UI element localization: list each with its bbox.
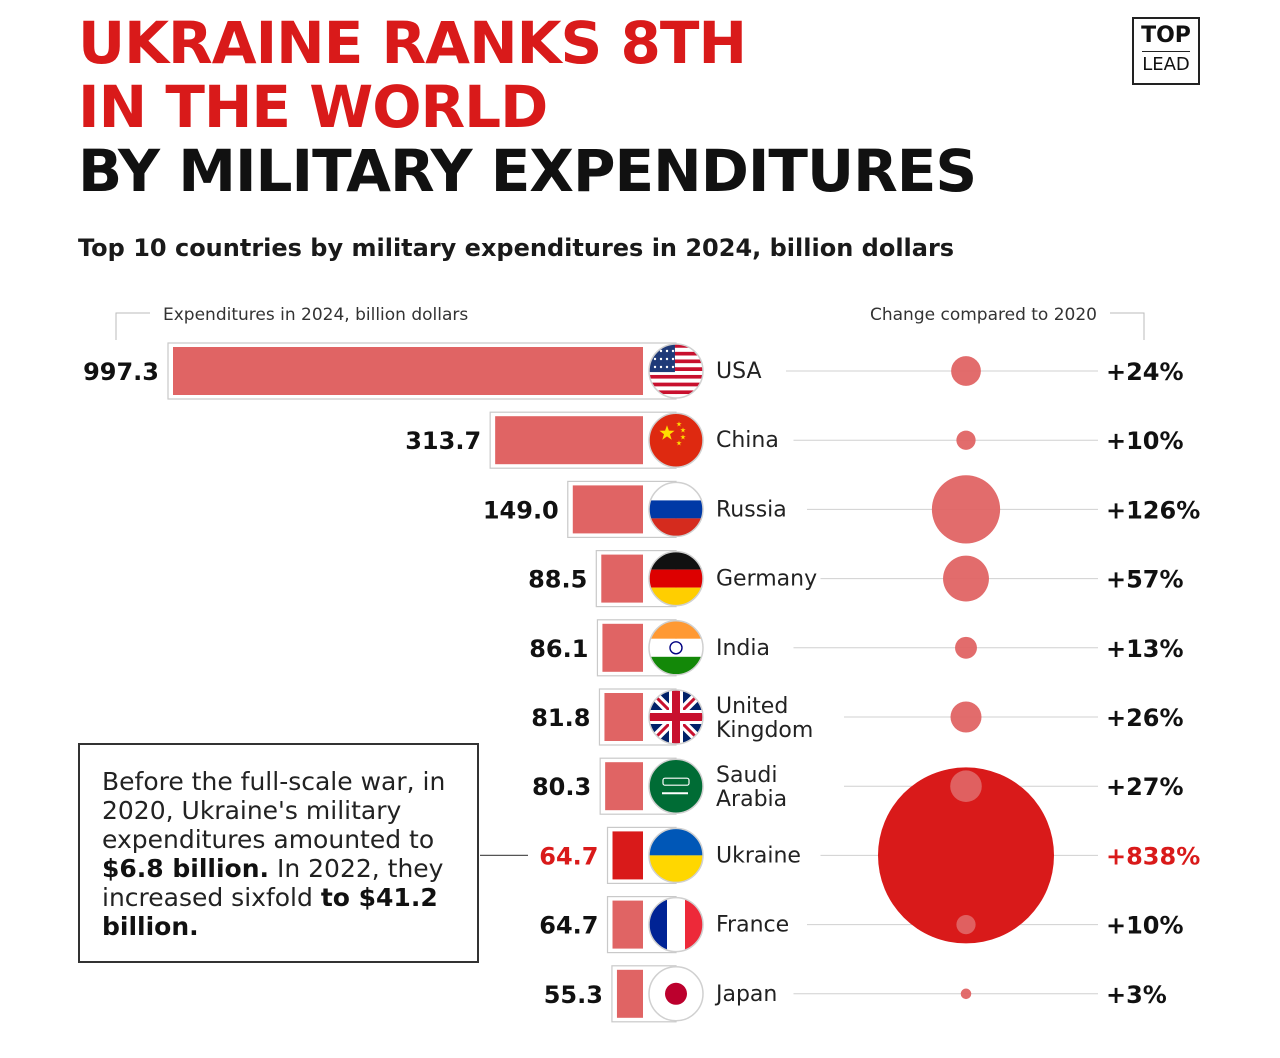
value-label: 80.3 (532, 773, 591, 801)
change-label: +26% (1106, 704, 1184, 732)
change-label: +3% (1106, 981, 1167, 1009)
country-label: USA (716, 359, 762, 384)
change-bubble (951, 356, 981, 386)
logo-top-text: TOP (1141, 23, 1191, 48)
change-label: +57% (1106, 566, 1184, 594)
value-label: 64.7 (539, 842, 598, 870)
country-label: Japan (714, 982, 777, 1007)
japan-flag-icon (648, 966, 704, 1022)
india-flag-icon (648, 620, 704, 676)
country-label: India (716, 636, 770, 661)
top-lead-logo: TOP LEAD (1132, 17, 1200, 85)
change-bubble (955, 636, 977, 659)
change-bubble (950, 701, 982, 733)
value-label: 81.8 (531, 704, 590, 732)
us-flag-icon (648, 343, 704, 399)
bar-japan (616, 969, 643, 1018)
callout-text-2: In 2022, they increased sixfold (102, 854, 444, 912)
left-header-bracket (115, 312, 150, 340)
left-column-header: Expenditures in 2024, billion dollars (163, 305, 468, 325)
right-header-bracket (1110, 312, 1145, 340)
germany-flag-icon (648, 550, 704, 607)
title-line-3: BY MILITARY EXPENDITURES (78, 137, 977, 205)
change-label: +27% (1106, 773, 1184, 801)
callout-bold-2: to $41.2 billion. (102, 883, 438, 941)
country-label: United Kingdom (716, 694, 813, 743)
bar-russia (572, 485, 643, 534)
logo-divider (1142, 51, 1190, 52)
value-label: 88.5 (528, 566, 587, 594)
bar-china (495, 416, 643, 465)
change-bubble (956, 914, 976, 935)
country-label: Germany (716, 567, 817, 592)
change-bubble (960, 988, 972, 1000)
france-flag-icon (648, 896, 704, 953)
value-label: 55.3 (544, 981, 603, 1009)
ukraine-callout-box: Before the full-scale war, in 2020, Ukra… (78, 743, 479, 963)
country-label: Russia (716, 497, 787, 522)
change-bubble (878, 767, 1054, 944)
change-bubble (956, 430, 976, 450)
callout-bold-1: $6.8 billion. (102, 854, 270, 883)
value-label: 64.7 (539, 912, 598, 940)
change-bubble (931, 475, 1001, 544)
logo-bottom-text: LEAD (1142, 54, 1190, 75)
bar-germany (601, 554, 643, 603)
change-label: +10% (1106, 912, 1184, 940)
russia-flag-icon (648, 481, 704, 538)
bar-france (612, 900, 643, 949)
country-label: Saudi Arabia (716, 763, 787, 812)
value-label: 86.1 (529, 635, 588, 663)
change-label: +838% (1106, 842, 1200, 870)
change-bubble (950, 770, 982, 802)
china-flag-icon (648, 412, 704, 468)
bar-usa (173, 347, 643, 395)
change-label: +24% (1106, 358, 1184, 386)
callout-text-1: Before the full-scale war, in 2020, Ukra… (102, 767, 446, 854)
country-label: France (716, 913, 789, 938)
saudi-flag-icon (648, 758, 704, 814)
bar-ukraine (612, 831, 643, 880)
bar-united-kingdom (604, 693, 643, 741)
change-label: +126% (1106, 496, 1200, 524)
uk-flag-icon (648, 689, 704, 745)
title-line-1: UKRAINE RANKS 8TH (78, 9, 747, 77)
country-label: Ukraine (716, 843, 801, 868)
bar-india (602, 623, 643, 672)
change-label: +10% (1106, 427, 1184, 455)
right-column-header: Change compared to 2020 (870, 305, 1097, 325)
country-label: China (716, 428, 779, 453)
value-label: 149.0 (483, 496, 559, 524)
chart-subtitle: Top 10 countries by military expenditure… (78, 234, 955, 262)
value-label: 997.3 (83, 358, 159, 386)
value-label: 313.7 (405, 427, 481, 455)
change-label: +13% (1106, 635, 1184, 663)
change-bubble (943, 555, 989, 602)
ukraine-flag-icon (648, 827, 704, 884)
bar-saudi-arabia (605, 762, 643, 811)
title-line-2: IN THE WORLD (78, 73, 548, 141)
